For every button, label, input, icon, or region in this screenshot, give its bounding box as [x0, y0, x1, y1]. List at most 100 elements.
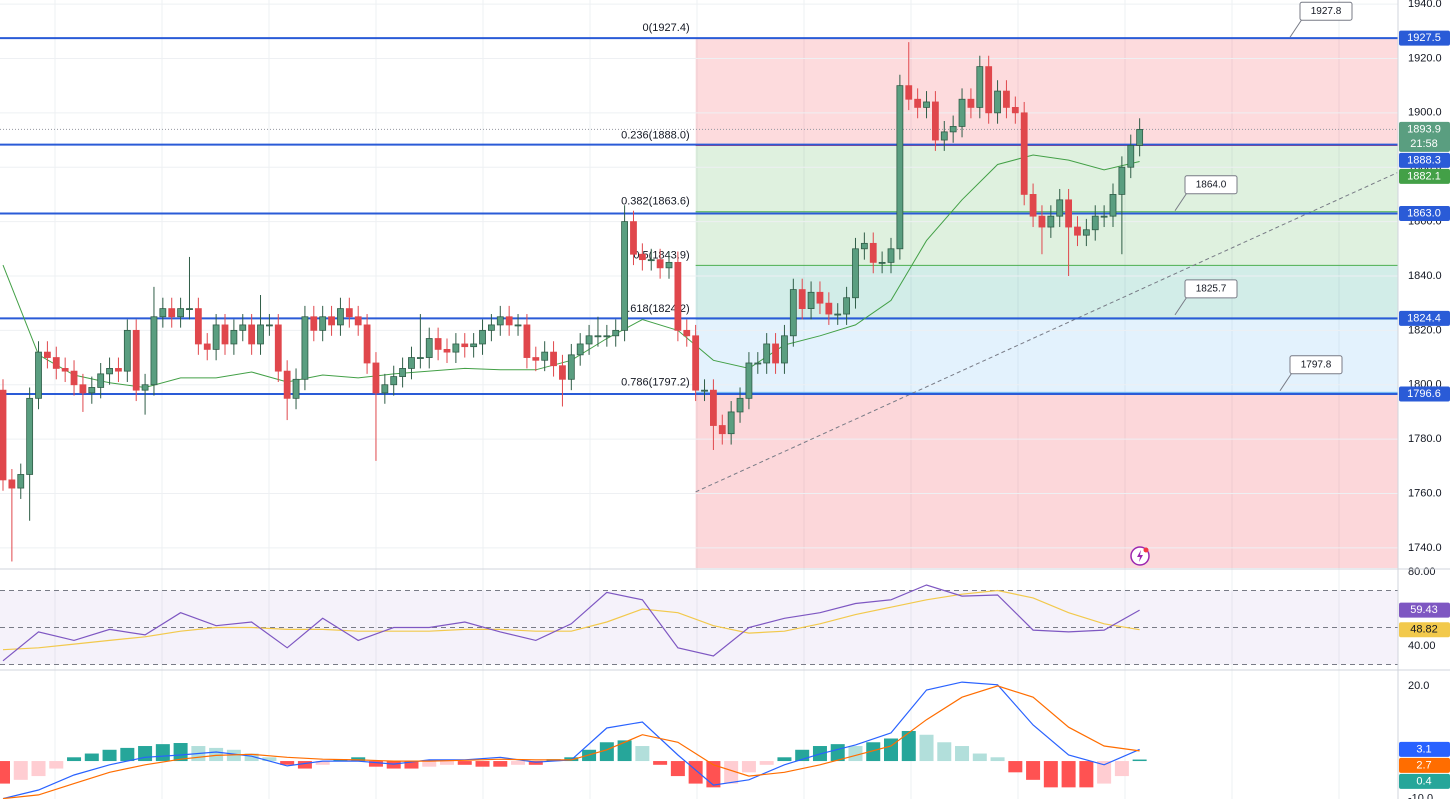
histogram-bar	[1026, 761, 1041, 780]
candle-body	[967, 98, 975, 108]
fib-zone	[695, 38, 1398, 146]
candle-body	[1127, 145, 1135, 168]
histogram-bar	[670, 761, 685, 777]
candle-body	[567, 354, 575, 380]
candle-body	[487, 324, 495, 331]
y-tick-label: 1740.0	[1408, 542, 1442, 554]
histogram-bar	[1043, 761, 1058, 788]
y-tick-label: 1840.0	[1408, 270, 1442, 282]
candle-body	[345, 308, 353, 318]
candle-body	[381, 384, 389, 394]
candle-body	[559, 365, 566, 380]
callout-leader	[1174, 192, 1188, 212]
fib-level-label: 0.5(1843.9)	[633, 249, 689, 261]
candle-body	[674, 261, 682, 331]
histogram-bar	[741, 761, 756, 773]
price-tag-label: 1927.5	[1407, 32, 1441, 44]
candle-body	[1118, 166, 1126, 195]
candle-body	[177, 308, 185, 318]
histogram-bar	[67, 757, 82, 762]
candle-body	[8, 479, 16, 489]
histogram-bar	[422, 761, 437, 767]
candle-body	[789, 289, 797, 337]
histogram-bar	[1061, 761, 1076, 788]
y-tick-label: 1780.0	[1408, 433, 1442, 445]
candle-body	[470, 343, 478, 348]
candle-body	[683, 329, 691, 337]
histogram-bar	[351, 757, 366, 762]
histogram-bar	[457, 761, 472, 765]
histogram-bar	[102, 749, 117, 762]
candle-body	[958, 98, 966, 127]
candle-body	[869, 242, 877, 263]
histogram-bar	[262, 757, 277, 762]
callout-label: 1864.0	[1196, 179, 1227, 190]
price-tag	[1399, 152, 1450, 168]
candle-body	[106, 368, 113, 375]
candle-body	[754, 362, 762, 365]
alert-icon-bolt	[1137, 550, 1143, 562]
price-tag-label: 0.4	[1416, 775, 1431, 787]
histogram-bar	[209, 747, 224, 762]
alert-icon	[1130, 546, 1150, 566]
candle-body	[772, 343, 779, 364]
histogram-bar	[13, 761, 28, 780]
candle-body	[638, 253, 646, 261]
candle-body	[461, 343, 469, 348]
candle-body	[310, 316, 318, 331]
histogram-bar	[173, 743, 188, 762]
candle-body	[692, 335, 700, 391]
fib-level-label: 0.236(1888.0)	[621, 129, 690, 141]
candle-body	[860, 242, 868, 250]
candle-body	[781, 335, 788, 364]
fib-level-label: 0.382(1863.6)	[621, 196, 690, 208]
price-tag-label: 2.7	[1416, 759, 1431, 771]
candle-body	[923, 101, 930, 108]
callout-label: 1797.8	[1301, 359, 1332, 370]
price-tag	[1399, 773, 1450, 789]
price-tag	[1399, 622, 1450, 638]
candle-body	[443, 348, 451, 353]
candle-body	[976, 66, 984, 108]
y-tick-label: 80.00	[1408, 566, 1436, 578]
histogram-bar	[1079, 761, 1094, 788]
candle-body	[505, 316, 513, 326]
rsi-line	[2, 584, 1140, 662]
countdown-label: 21:58	[1410, 138, 1438, 150]
candle-body	[843, 297, 850, 315]
candle-body	[363, 324, 371, 364]
candle-body	[736, 397, 744, 413]
candle-body	[932, 101, 939, 141]
candle-body	[26, 397, 34, 475]
fib-extension-zone	[695, 392, 1398, 568]
callout-box	[1184, 279, 1238, 299]
histogram-bar	[599, 742, 614, 762]
price-tag	[1399, 757, 1450, 773]
histogram-bar	[84, 753, 99, 762]
candle-body	[656, 259, 664, 269]
candle-body	[1082, 229, 1090, 236]
histogram-bar	[866, 742, 881, 762]
candle-body	[390, 376, 398, 386]
price-tag-label: 3.1	[1416, 743, 1431, 755]
candle-body	[994, 90, 1001, 114]
histogram-bar	[511, 761, 526, 765]
price-tag-label: 1863.0	[1407, 207, 1441, 219]
candle-body	[896, 85, 904, 250]
callout-label: 1825.7	[1196, 284, 1227, 295]
candle-body	[1065, 199, 1072, 228]
candle-body	[1047, 215, 1055, 228]
candle-body	[203, 343, 211, 350]
candle-body	[123, 329, 131, 372]
candle-body	[807, 291, 815, 310]
candle-body	[70, 370, 78, 386]
price-tag-label: 1882.1	[1407, 170, 1441, 182]
candle-body	[319, 316, 327, 331]
price-tag	[1399, 386, 1450, 402]
histogram-bar	[155, 744, 170, 762]
histogram-bar	[493, 761, 508, 767]
candle-body	[594, 335, 602, 338]
candle-body	[1029, 194, 1037, 217]
candle-body	[416, 357, 424, 359]
